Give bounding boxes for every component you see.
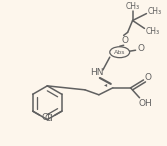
Text: O: O	[137, 44, 144, 53]
Text: CH₃: CH₃	[145, 27, 159, 36]
Text: O: O	[145, 73, 152, 82]
Text: OH: OH	[139, 99, 152, 108]
Text: ◂: ◂	[104, 82, 107, 87]
Text: Abs: Abs	[114, 50, 125, 55]
Text: CH₃: CH₃	[126, 2, 140, 11]
Text: O: O	[121, 36, 128, 45]
Text: Cl: Cl	[45, 114, 53, 123]
Text: HN: HN	[90, 67, 104, 77]
Text: CH₃: CH₃	[147, 7, 161, 16]
Text: Cl: Cl	[41, 113, 50, 122]
